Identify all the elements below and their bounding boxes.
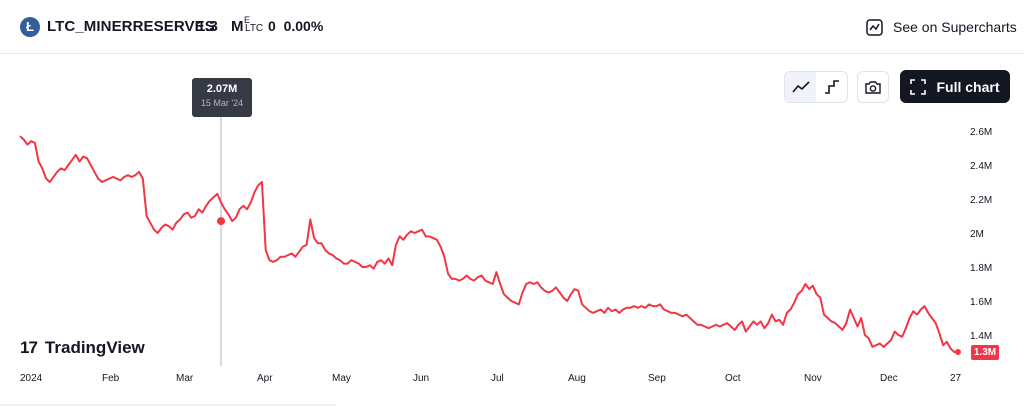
last-point [955,349,961,355]
x-tick-label: Mar [176,373,194,384]
last-value: 1.3 [197,18,218,35]
series-line[interactable] [19,135,958,353]
step-line-icon [824,80,839,94]
x-tick-label: Oct [725,373,741,384]
x-tick-label: Aug [568,373,586,384]
y-tick-label: 2.4M [970,161,992,172]
chart-line-icon [866,18,883,36]
x-tick-label: Jul [491,373,504,384]
tooltip-date: 15 Mar '24 [200,98,244,108]
full-chart-label: Full chart [936,78,1000,95]
tradingview-watermark[interactable]: 17 TradingView [20,338,145,358]
x-tick-label: Apr [257,373,273,384]
x-tick-label: Sep [648,373,666,384]
see-on-supercharts-link[interactable]: See on Supercharts [866,16,1017,38]
chart-style-toggle [784,71,848,103]
bottom-divider [0,404,336,406]
crosshair-point [217,217,225,226]
last-value-label: 1.3M [971,345,999,360]
change-abs: 0 [268,18,276,34]
crosshair-tooltip: 2.07M 15 Mar '24 [192,78,252,117]
symbol-name[interactable]: LTC_MINERRESERVES [47,18,215,35]
tooltip-value: 2.07M [206,83,238,95]
value-suffix-e: E [244,15,251,25]
tradingview-brand: TradingView [44,338,145,357]
litecoin-logo-icon: Ł [20,17,40,37]
x-tick-label: Feb [102,373,120,384]
tradingview-logo-icon: 17 [20,338,38,357]
y-tick-label: 1.8M [970,263,992,274]
value-suffix-m: M [231,18,244,35]
screenshot-button[interactable] [857,71,889,103]
y-tick-label: 2M [970,229,984,240]
y-tick-label: 1.4M [970,331,992,342]
line-style-button[interactable] [785,72,816,102]
supercharts-label: See on Supercharts [893,19,1017,35]
x-tick-label: Nov [804,373,822,384]
y-tick-label: 2.6M [970,127,992,138]
line-chart-icon [791,81,810,93]
value-unit: LTC [245,23,264,34]
change-value: 0 0.00% [268,18,323,34]
x-tick-label: Dec [880,373,898,384]
x-tick-label: May [332,373,351,384]
y-tick-label: 1.6M [970,297,992,308]
fullscreen-icon [910,78,927,95]
full-chart-button[interactable]: Full chart [900,70,1010,103]
x-tick-label: 2024 [20,373,43,384]
camera-icon [865,80,881,94]
change-percent: 0.00% [283,18,324,34]
y-tick-label: 2.2M [970,195,992,206]
x-tick-label: 27 [950,373,962,384]
step-line-style-button[interactable] [816,72,847,102]
x-tick-label: Jun [413,373,429,384]
